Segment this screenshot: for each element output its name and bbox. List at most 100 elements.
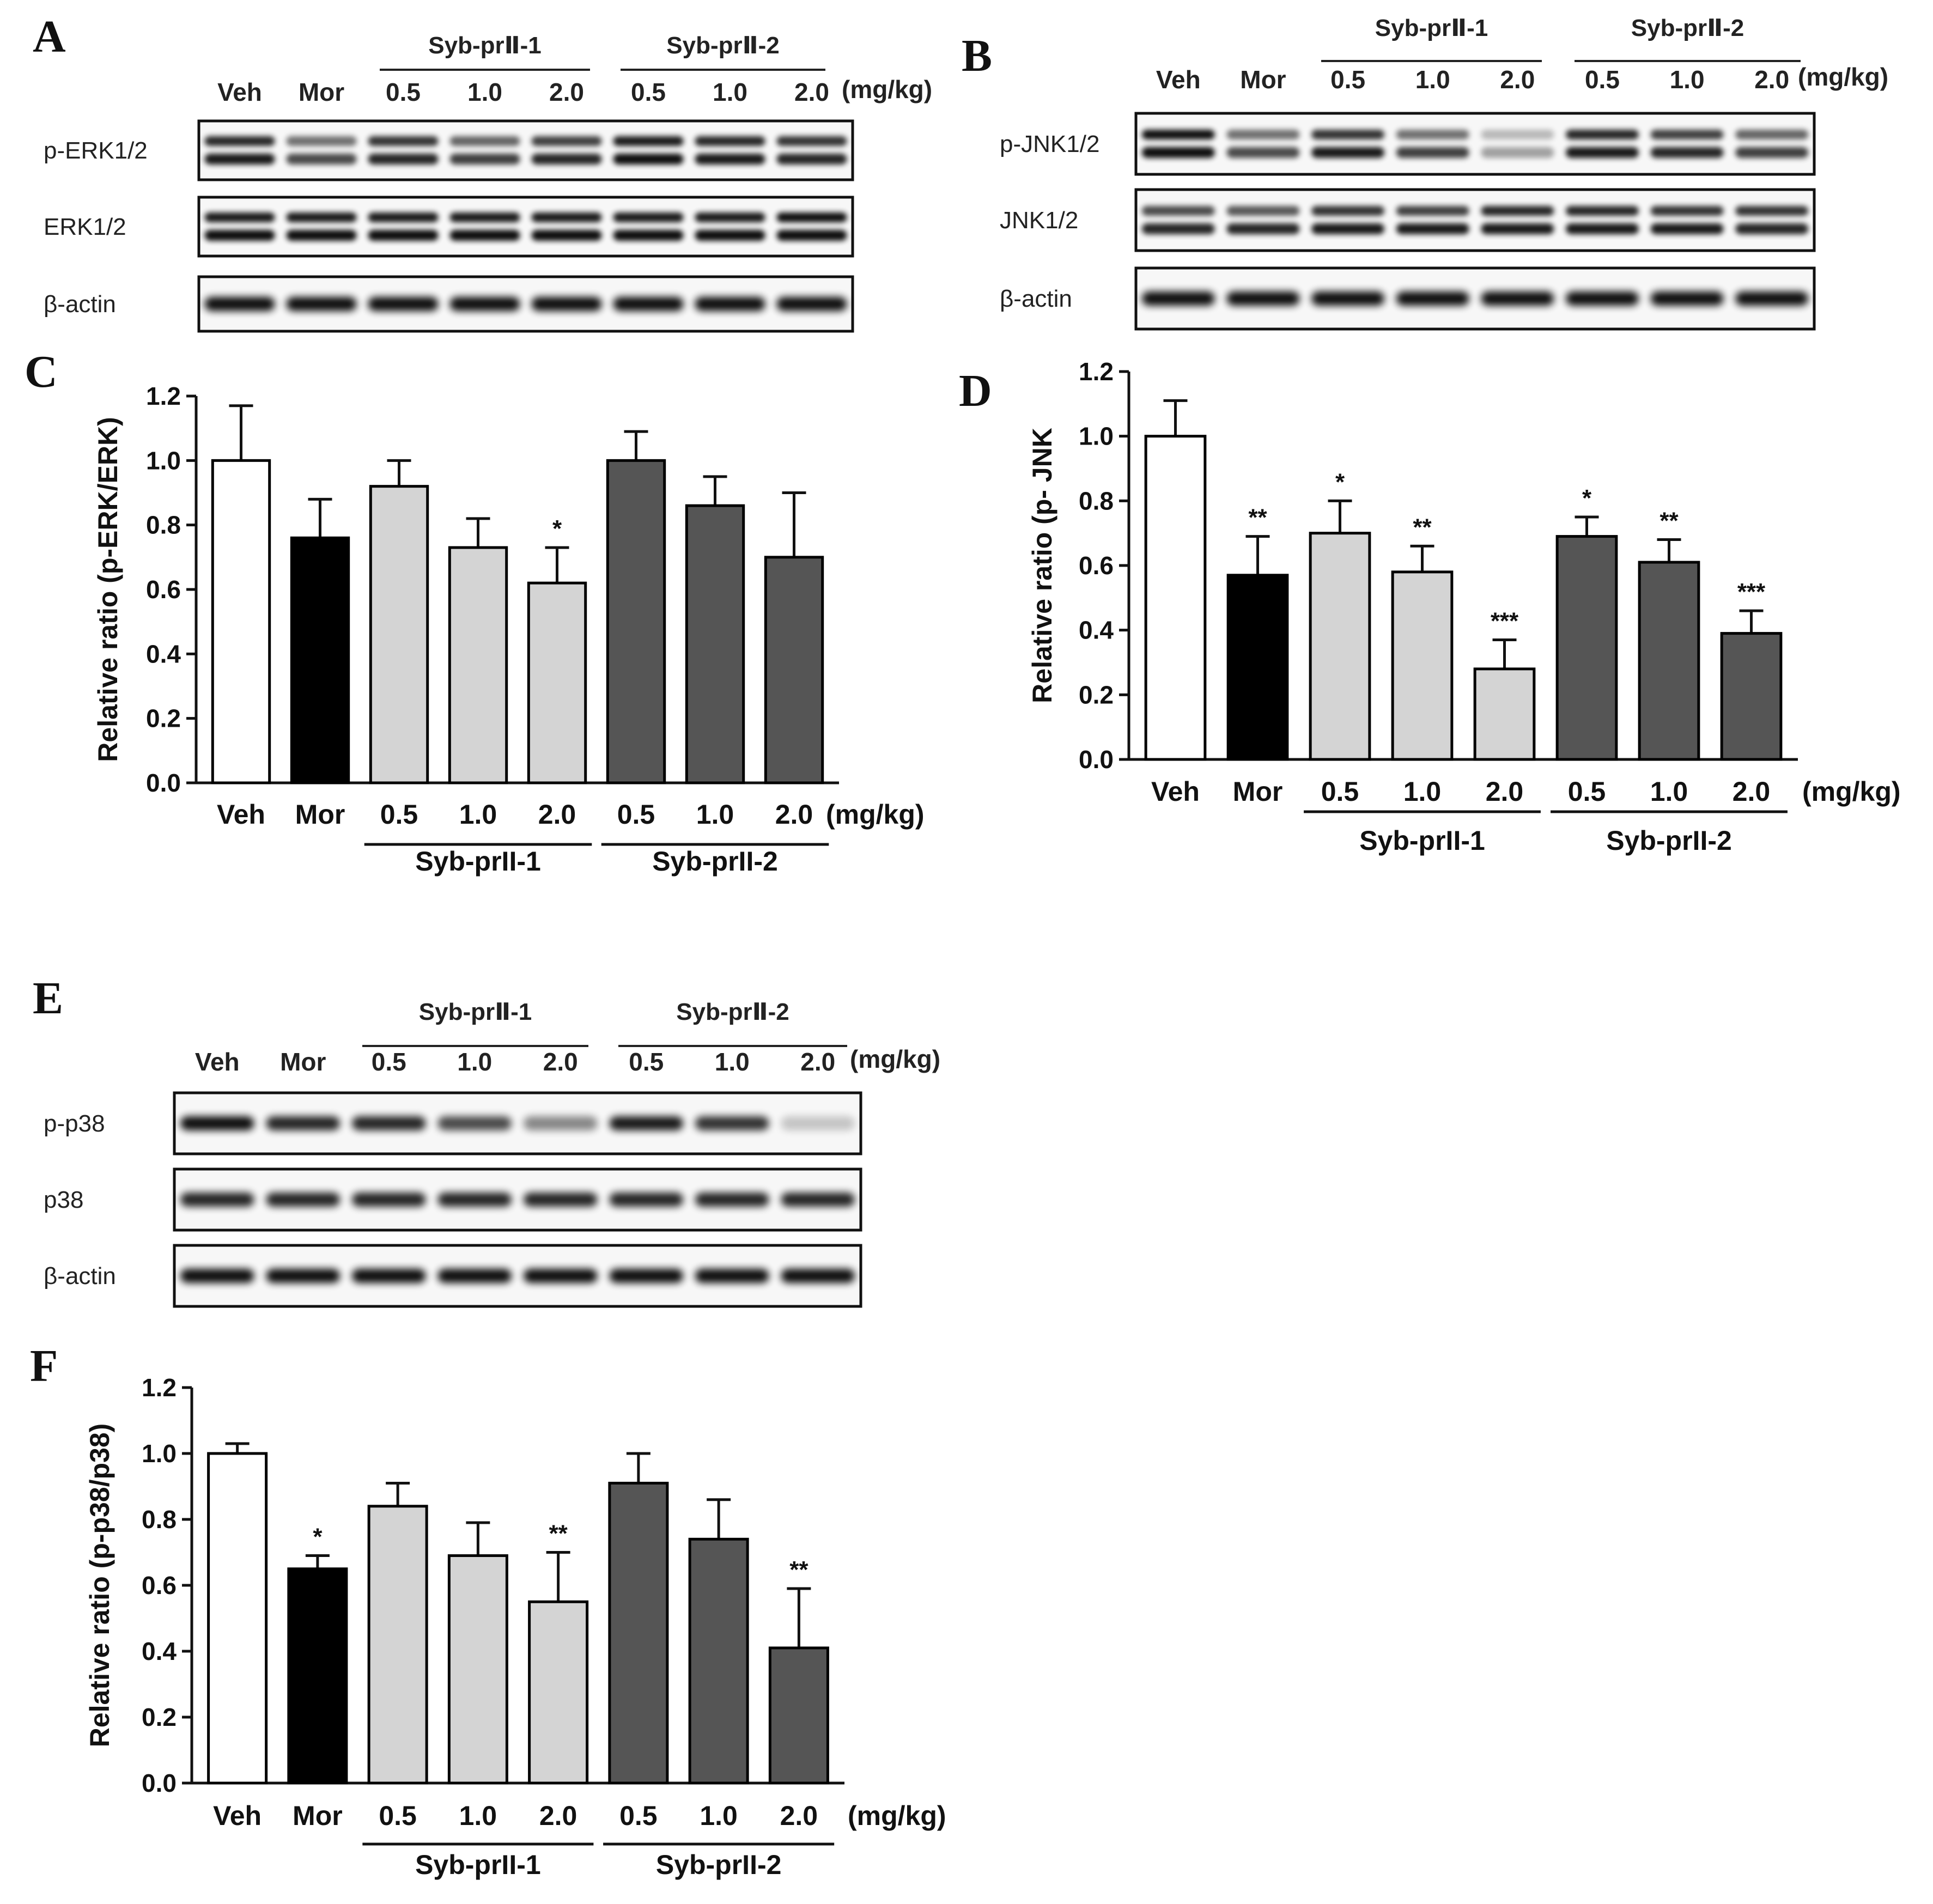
blot-band (286, 136, 357, 146)
lane-label: 0.5 (386, 78, 421, 106)
blot-band (695, 136, 765, 146)
blot-band (437, 1269, 512, 1283)
bar (1638, 561, 1700, 761)
panel-letter: A (33, 11, 66, 62)
y-tick-label: 0.0 (146, 769, 181, 797)
blot-band (1735, 223, 1809, 234)
blot-band (368, 230, 439, 241)
x-tick-label: 0.5 (1568, 776, 1606, 807)
y-tick-label: 0.6 (146, 575, 181, 604)
blot-band (1481, 147, 1554, 158)
x-tick-label: 1.0 (1650, 776, 1688, 807)
bar (367, 1505, 428, 1785)
blot-band (781, 1116, 855, 1130)
bar (1720, 632, 1783, 761)
blot-band (1311, 291, 1384, 306)
blot-band (1141, 147, 1215, 158)
blot-band (1735, 130, 1809, 139)
bar (768, 1646, 829, 1785)
x-tick-label: Mor (293, 1800, 343, 1831)
bar (528, 1600, 589, 1785)
blot-band (1566, 291, 1639, 306)
x-tick-label: 2.0 (775, 799, 813, 830)
significance-marker: ** (549, 1520, 568, 1547)
lane-label: 1.0 (467, 78, 502, 106)
blot-band (1481, 130, 1554, 139)
significance-marker: *** (1737, 579, 1766, 605)
blot-row-label: p-p38 (44, 1110, 105, 1137)
blot-row-label: β-actin (44, 291, 116, 318)
blot-band (1481, 223, 1554, 234)
blot-band (695, 297, 765, 311)
blot-band (1396, 130, 1469, 139)
blot-band (613, 154, 684, 165)
x-tick-label: 1.0 (459, 1800, 497, 1831)
panel-letter: E (33, 973, 63, 1024)
chart-panel-C: C 0.0 0.2 0.4 0.6 0.8 1.0 1.2 Relative ratio (p-… (25, 346, 925, 877)
lane-label: Veh (195, 1048, 240, 1076)
lane-label: Mor (299, 78, 344, 106)
group-label: Syb-prⅡ-2 (1631, 15, 1744, 41)
y-tick-label: 0.2 (146, 704, 181, 733)
x-tick-label: Mor (295, 799, 345, 830)
blot-panel-E: E Veh Mor 0.5 1.0 2.0 0.5 1.0 2.0 (mg/kg) Syb-prⅡ-… (33, 973, 940, 1308)
blot-membrane (173, 1244, 862, 1308)
blot-row-label: β-actin (44, 1263, 116, 1289)
blot-band (609, 1269, 683, 1283)
x-unit-label: (mg/kg) (826, 799, 925, 830)
blot-band (368, 212, 439, 222)
blot-row-label: JNK1/2 (1000, 207, 1078, 234)
x-tick-label: 1.0 (459, 799, 497, 830)
significance-marker: * (313, 1524, 323, 1550)
blot-band (1650, 206, 1724, 216)
blot-band (781, 1269, 855, 1283)
blot-band (204, 212, 275, 222)
significance-marker: * (1582, 485, 1592, 512)
blot-band (609, 1193, 683, 1207)
y-tick-label: 0.6 (1079, 551, 1114, 580)
lane-label: Veh (1156, 65, 1201, 94)
blot-band (1566, 206, 1639, 216)
x-tick-label: 2.0 (1486, 776, 1524, 807)
blot-band (1396, 291, 1469, 306)
blot-band (1396, 223, 1469, 234)
blot-row-label: p-JNK1/2 (1000, 131, 1099, 157)
blot-band (613, 136, 684, 146)
x-tick-label: 2.0 (539, 1800, 578, 1831)
y-tick-label: 0.2 (142, 1703, 177, 1731)
y-tick-label: 0.8 (1079, 486, 1114, 515)
blot-band (781, 1193, 855, 1207)
blot-band (266, 1269, 340, 1283)
blot-band (531, 230, 602, 241)
blot-band (204, 230, 275, 241)
bar (1555, 535, 1618, 761)
group-label: Syb-prII-1 (415, 1850, 541, 1880)
significance-marker: ** (789, 1556, 809, 1583)
blot-membrane (1134, 188, 1816, 252)
bar-charts: C 0.0 0.2 0.4 0.6 0.8 1.0 1.2 Relative ratio (p-… (25, 346, 1901, 1880)
lane-label: 1.0 (715, 1048, 750, 1076)
blot-band (613, 212, 684, 222)
lane-label: 0.5 (629, 1048, 664, 1076)
blot-band (1226, 206, 1300, 216)
blot-row-label: ERK1/2 (44, 214, 126, 240)
blot-band (1650, 223, 1724, 234)
x-tick-label: 0.5 (617, 799, 655, 830)
blot-band (180, 1193, 254, 1207)
y-tick-label: 0.4 (146, 640, 181, 668)
blot-band (1566, 147, 1639, 158)
y-tick-label: 1.0 (142, 1439, 177, 1468)
blot-band (695, 1193, 769, 1207)
blot-band (204, 136, 275, 146)
panel-letter: C (25, 346, 58, 397)
blot-row-label: p-ERK1/2 (44, 137, 148, 164)
blot-frame (1134, 112, 1816, 176)
y-tick-label: 1.2 (1079, 357, 1114, 386)
blot-band (1226, 223, 1300, 234)
blot-band (776, 136, 847, 146)
blot-band (1226, 291, 1300, 306)
lane-label: 2.0 (543, 1048, 578, 1076)
blot-band (286, 297, 357, 311)
y-tick-label: 0.6 (142, 1571, 177, 1599)
lane-label: 0.5 (372, 1048, 406, 1076)
